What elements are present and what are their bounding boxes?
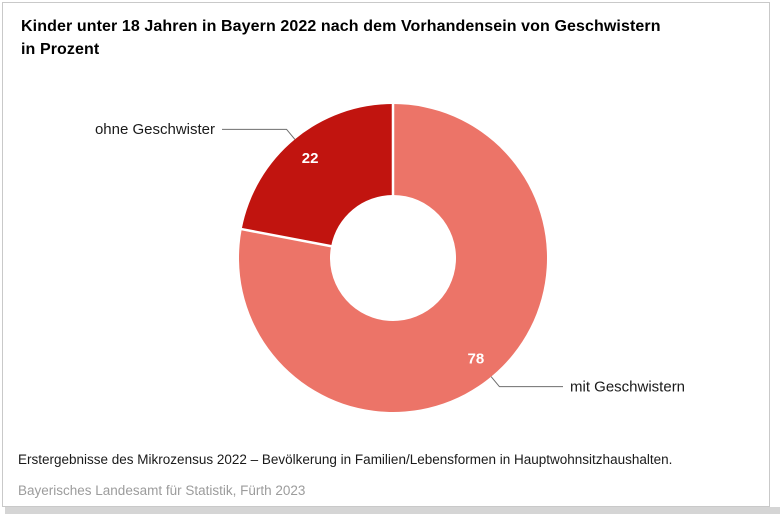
source-note: Erstergebnisse des Mikrozensus 2022 – Be…: [18, 452, 673, 467]
slice-value-label: 22: [302, 150, 319, 167]
chart-unit-label: in Prozent: [21, 41, 100, 58]
pie-slice-ohne-geschwister[interactable]: [241, 104, 393, 247]
callout-leader-line: [490, 376, 563, 388]
publisher-note: Bayerisches Landesamt für Statistik, Für…: [18, 483, 306, 498]
slice-callout-label: mit Geschwistern: [570, 378, 685, 395]
slice-divider: [240, 227, 333, 248]
slice-callout-label: ohne Geschwister: [95, 121, 215, 138]
callout-leader-line: [222, 128, 296, 140]
bottom-strip: [5, 507, 780, 514]
chart-widget: [2, 2, 770, 507]
chart-title: Kinder unter 18 Jahren in Bayern 2022 na…: [21, 15, 721, 61]
slice-value-label: 78: [468, 350, 485, 367]
pie-slice-mit-geschwistern[interactable]: [239, 104, 548, 412]
chart-title-text: Kinder unter 18 Jahren in Bayern 2022 na…: [21, 18, 661, 35]
